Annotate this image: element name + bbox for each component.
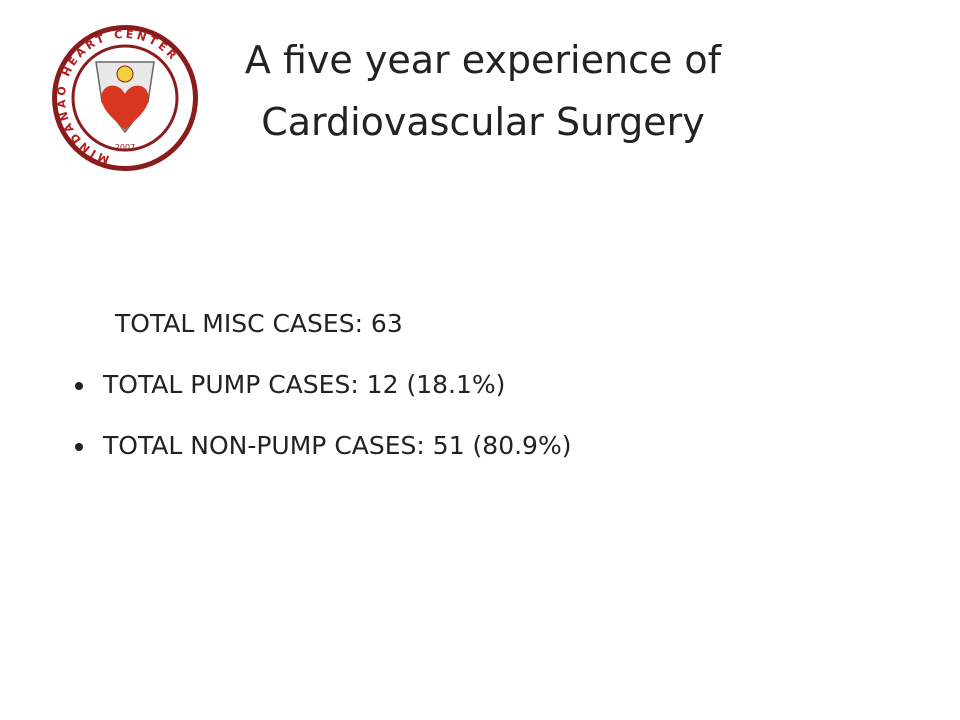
- logo-year: 2007: [115, 143, 135, 152]
- title-line: Cardiovascular Surgery: [261, 100, 705, 144]
- bullet-text: TOTAL PUMP CASES: 12 (18.1%): [103, 370, 506, 399]
- body-heading: TOTAL MISC CASES: 63: [115, 309, 403, 338]
- bullet-dot: [75, 443, 83, 451]
- logo-emblem: [116, 65, 134, 83]
- bullet-text: TOTAL NON-PUMP CASES: 51 (80.9%): [103, 431, 572, 460]
- bullet-dot: [75, 382, 83, 390]
- logo-heart: [101, 85, 149, 130]
- title-line: A five year experience of: [244, 38, 722, 82]
- logo: MINDANAO HEART CENTER 2007: [52, 25, 198, 171]
